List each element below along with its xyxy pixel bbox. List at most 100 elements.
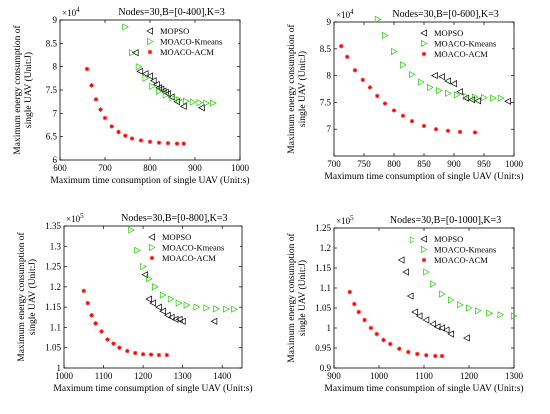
data-point <box>141 70 149 78</box>
x-tick-label: 1000 <box>231 163 250 173</box>
data-point <box>193 303 201 311</box>
data-point <box>156 352 162 358</box>
data-point <box>159 291 167 299</box>
data-point <box>445 89 452 97</box>
series-moaco-acm <box>81 288 170 358</box>
y-tick-label: 1.35 <box>45 221 61 231</box>
data-point <box>125 348 130 354</box>
data-point <box>165 141 171 146</box>
series-moaco-acm <box>84 66 186 146</box>
y-tick-label: 1.15 <box>315 263 331 273</box>
data-point <box>374 15 382 23</box>
legend-marker <box>421 39 428 48</box>
data-point <box>415 312 423 320</box>
x-tick-label: 800 <box>387 159 401 169</box>
y-tick-label: 0.95 <box>315 343 331 353</box>
legend-label: MOACO-ACM <box>162 253 216 263</box>
data-point <box>231 305 238 313</box>
legend-label: MOACO-ACM <box>434 49 488 59</box>
data-point <box>129 49 136 57</box>
data-point <box>445 128 451 134</box>
data-point <box>196 99 204 107</box>
data-point <box>424 353 429 358</box>
data-point <box>140 352 146 357</box>
data-point <box>444 77 451 85</box>
data-point <box>422 316 430 324</box>
data-point <box>454 91 461 99</box>
data-point <box>397 346 402 351</box>
data-point <box>123 133 128 138</box>
x-tick-label: 800 <box>143 163 157 173</box>
data-point <box>122 23 129 31</box>
y-axis-label: Maximum energy consumption ofsingle UAV … <box>12 24 34 154</box>
chart-title: Nodes=30,B=[0-400],K=3 <box>118 7 224 18</box>
legend-marker <box>420 29 427 37</box>
data-point <box>98 107 103 112</box>
data-point <box>85 300 90 306</box>
data-point <box>163 311 171 319</box>
y-tick-label: 1.2 <box>320 243 331 253</box>
data-point <box>406 292 414 300</box>
data-point <box>409 70 416 79</box>
data-point <box>511 312 518 320</box>
data-point <box>418 78 425 86</box>
data-point <box>447 330 454 338</box>
data-point <box>136 67 144 75</box>
data-point <box>152 283 159 291</box>
data-point <box>183 97 190 105</box>
data-point <box>433 127 439 132</box>
data-point <box>89 83 94 88</box>
data-point <box>468 96 475 104</box>
legend-label: MOACO-Kmeans <box>160 37 222 47</box>
data-point <box>210 317 218 325</box>
data-point <box>490 94 497 102</box>
series-moaco-kmeans <box>122 23 217 107</box>
x-axis-label: Maximum time consumption of single UAV (… <box>53 383 252 394</box>
data-point <box>128 226 135 234</box>
x-tick-label: 1300 <box>505 371 524 381</box>
data-point <box>210 99 217 107</box>
x-axis-label: Maximum time consumption of single UAV (… <box>50 175 249 186</box>
series-moaco-acm <box>347 289 445 359</box>
legend-marker <box>147 49 153 55</box>
data-point <box>352 301 357 307</box>
y-tick-label: 1.1 <box>50 322 61 332</box>
x-tick-label: 850 <box>417 159 431 169</box>
data-point <box>171 315 179 323</box>
series-mopso <box>141 271 218 325</box>
data-point <box>382 101 388 106</box>
data-point <box>148 352 154 357</box>
y-tick-label: 9 <box>53 15 58 25</box>
data-point <box>411 308 418 316</box>
data-point <box>382 31 389 39</box>
data-point <box>438 324 445 332</box>
x-tick-label: 1100 <box>95 371 113 381</box>
data-point <box>111 341 116 346</box>
data-point <box>141 271 149 279</box>
y-tick-label: 7.5 <box>320 97 332 107</box>
data-point <box>448 296 455 304</box>
y-tick-label: 1.1 <box>320 283 331 293</box>
series-mopso <box>397 256 470 342</box>
data-point <box>183 301 191 309</box>
data-point <box>450 80 457 88</box>
x-tick-label: 900 <box>447 159 461 169</box>
legend-marker <box>421 257 427 263</box>
y-tick-label: 1.05 <box>45 343 61 353</box>
data-point <box>339 43 344 49</box>
data-point <box>400 61 407 69</box>
y-tick-label: 1.2 <box>50 282 61 292</box>
data-point <box>203 99 210 107</box>
data-point <box>466 304 473 312</box>
data-point <box>433 353 438 359</box>
data-point <box>423 268 430 276</box>
legend-box <box>414 26 512 61</box>
y-multiplier: ×104 <box>62 6 80 18</box>
data-point <box>146 72 153 80</box>
data-point <box>164 352 170 358</box>
data-point <box>486 309 493 317</box>
data-point <box>457 129 463 135</box>
x-tick-label: 900 <box>327 371 341 381</box>
data-point <box>131 49 139 57</box>
